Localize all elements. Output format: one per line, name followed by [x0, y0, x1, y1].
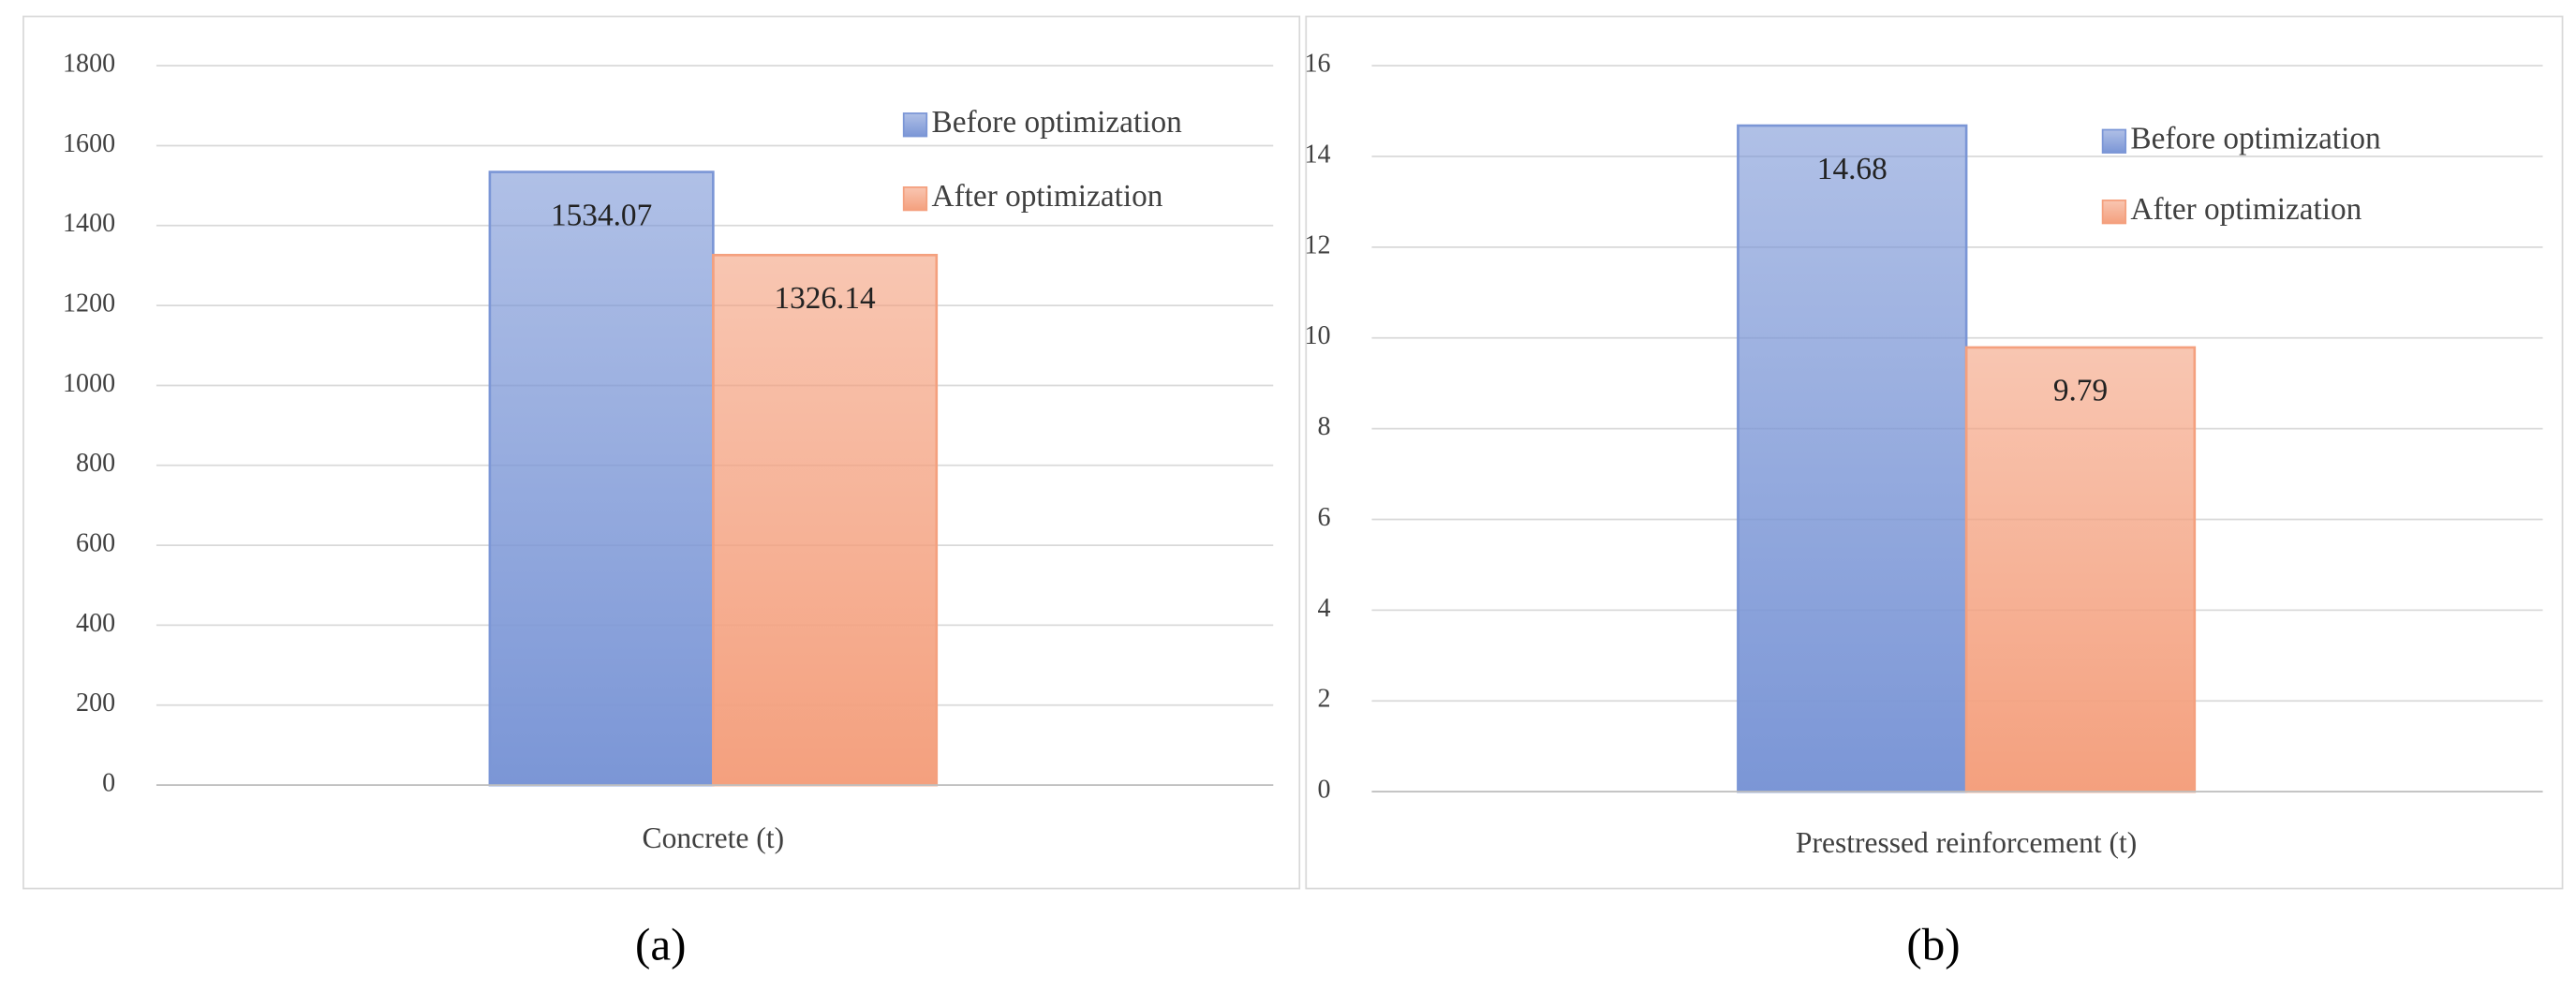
y-tick-label: 14	[1305, 140, 1331, 169]
x-tick-label: Concrete (t)	[643, 822, 785, 854]
bar	[1737, 124, 1968, 793]
y-tick-label: 16	[1305, 50, 1331, 79]
bar	[712, 253, 939, 787]
y-tick-label: 1800	[63, 50, 115, 79]
legend-swatch	[902, 112, 928, 138]
y-tick-label: 400	[76, 609, 115, 638]
legend-label: Before optimization	[932, 105, 1183, 140]
legend-swatch	[2101, 128, 2127, 154]
y-tick-label: 10	[1305, 321, 1331, 350]
y-tick-label: 800	[76, 449, 115, 478]
legend-label: Before optimization	[2130, 121, 2381, 155]
data-label: 1534.07	[551, 198, 652, 232]
y-tick-label: 2	[1318, 685, 1331, 714]
bar	[1964, 346, 2197, 793]
data-label: 14.68	[1817, 152, 1888, 186]
x-tick-label: Prestressed reinforcement (t)	[1796, 826, 2137, 859]
legend-swatch	[2101, 200, 2127, 225]
data-label: 9.79	[2053, 374, 2108, 408]
y-tick-label: 0	[102, 769, 115, 798]
panel-label: (a)	[635, 919, 686, 970]
y-tick-label: 1000	[63, 369, 115, 398]
legend-swatch	[902, 186, 928, 212]
y-tick-label: 600	[76, 529, 115, 558]
y-tick-label: 1200	[63, 289, 115, 318]
bar	[488, 170, 715, 787]
y-tick-label: 6	[1318, 503, 1331, 532]
legend-label: After optimization	[932, 179, 1163, 214]
y-tick-label: 0	[1318, 776, 1331, 805]
y-tick-label: 1600	[63, 129, 115, 158]
panel-label: (b)	[1906, 919, 1960, 970]
y-tick-label: 200	[76, 688, 115, 718]
y-tick-label: 12	[1305, 230, 1331, 259]
y-tick-label: 4	[1318, 594, 1331, 623]
y-tick-label: 8	[1318, 412, 1331, 441]
y-tick-label: 1400	[63, 209, 115, 238]
legend-label: After optimization	[2130, 192, 2361, 227]
data-label: 1326.14	[774, 281, 876, 316]
